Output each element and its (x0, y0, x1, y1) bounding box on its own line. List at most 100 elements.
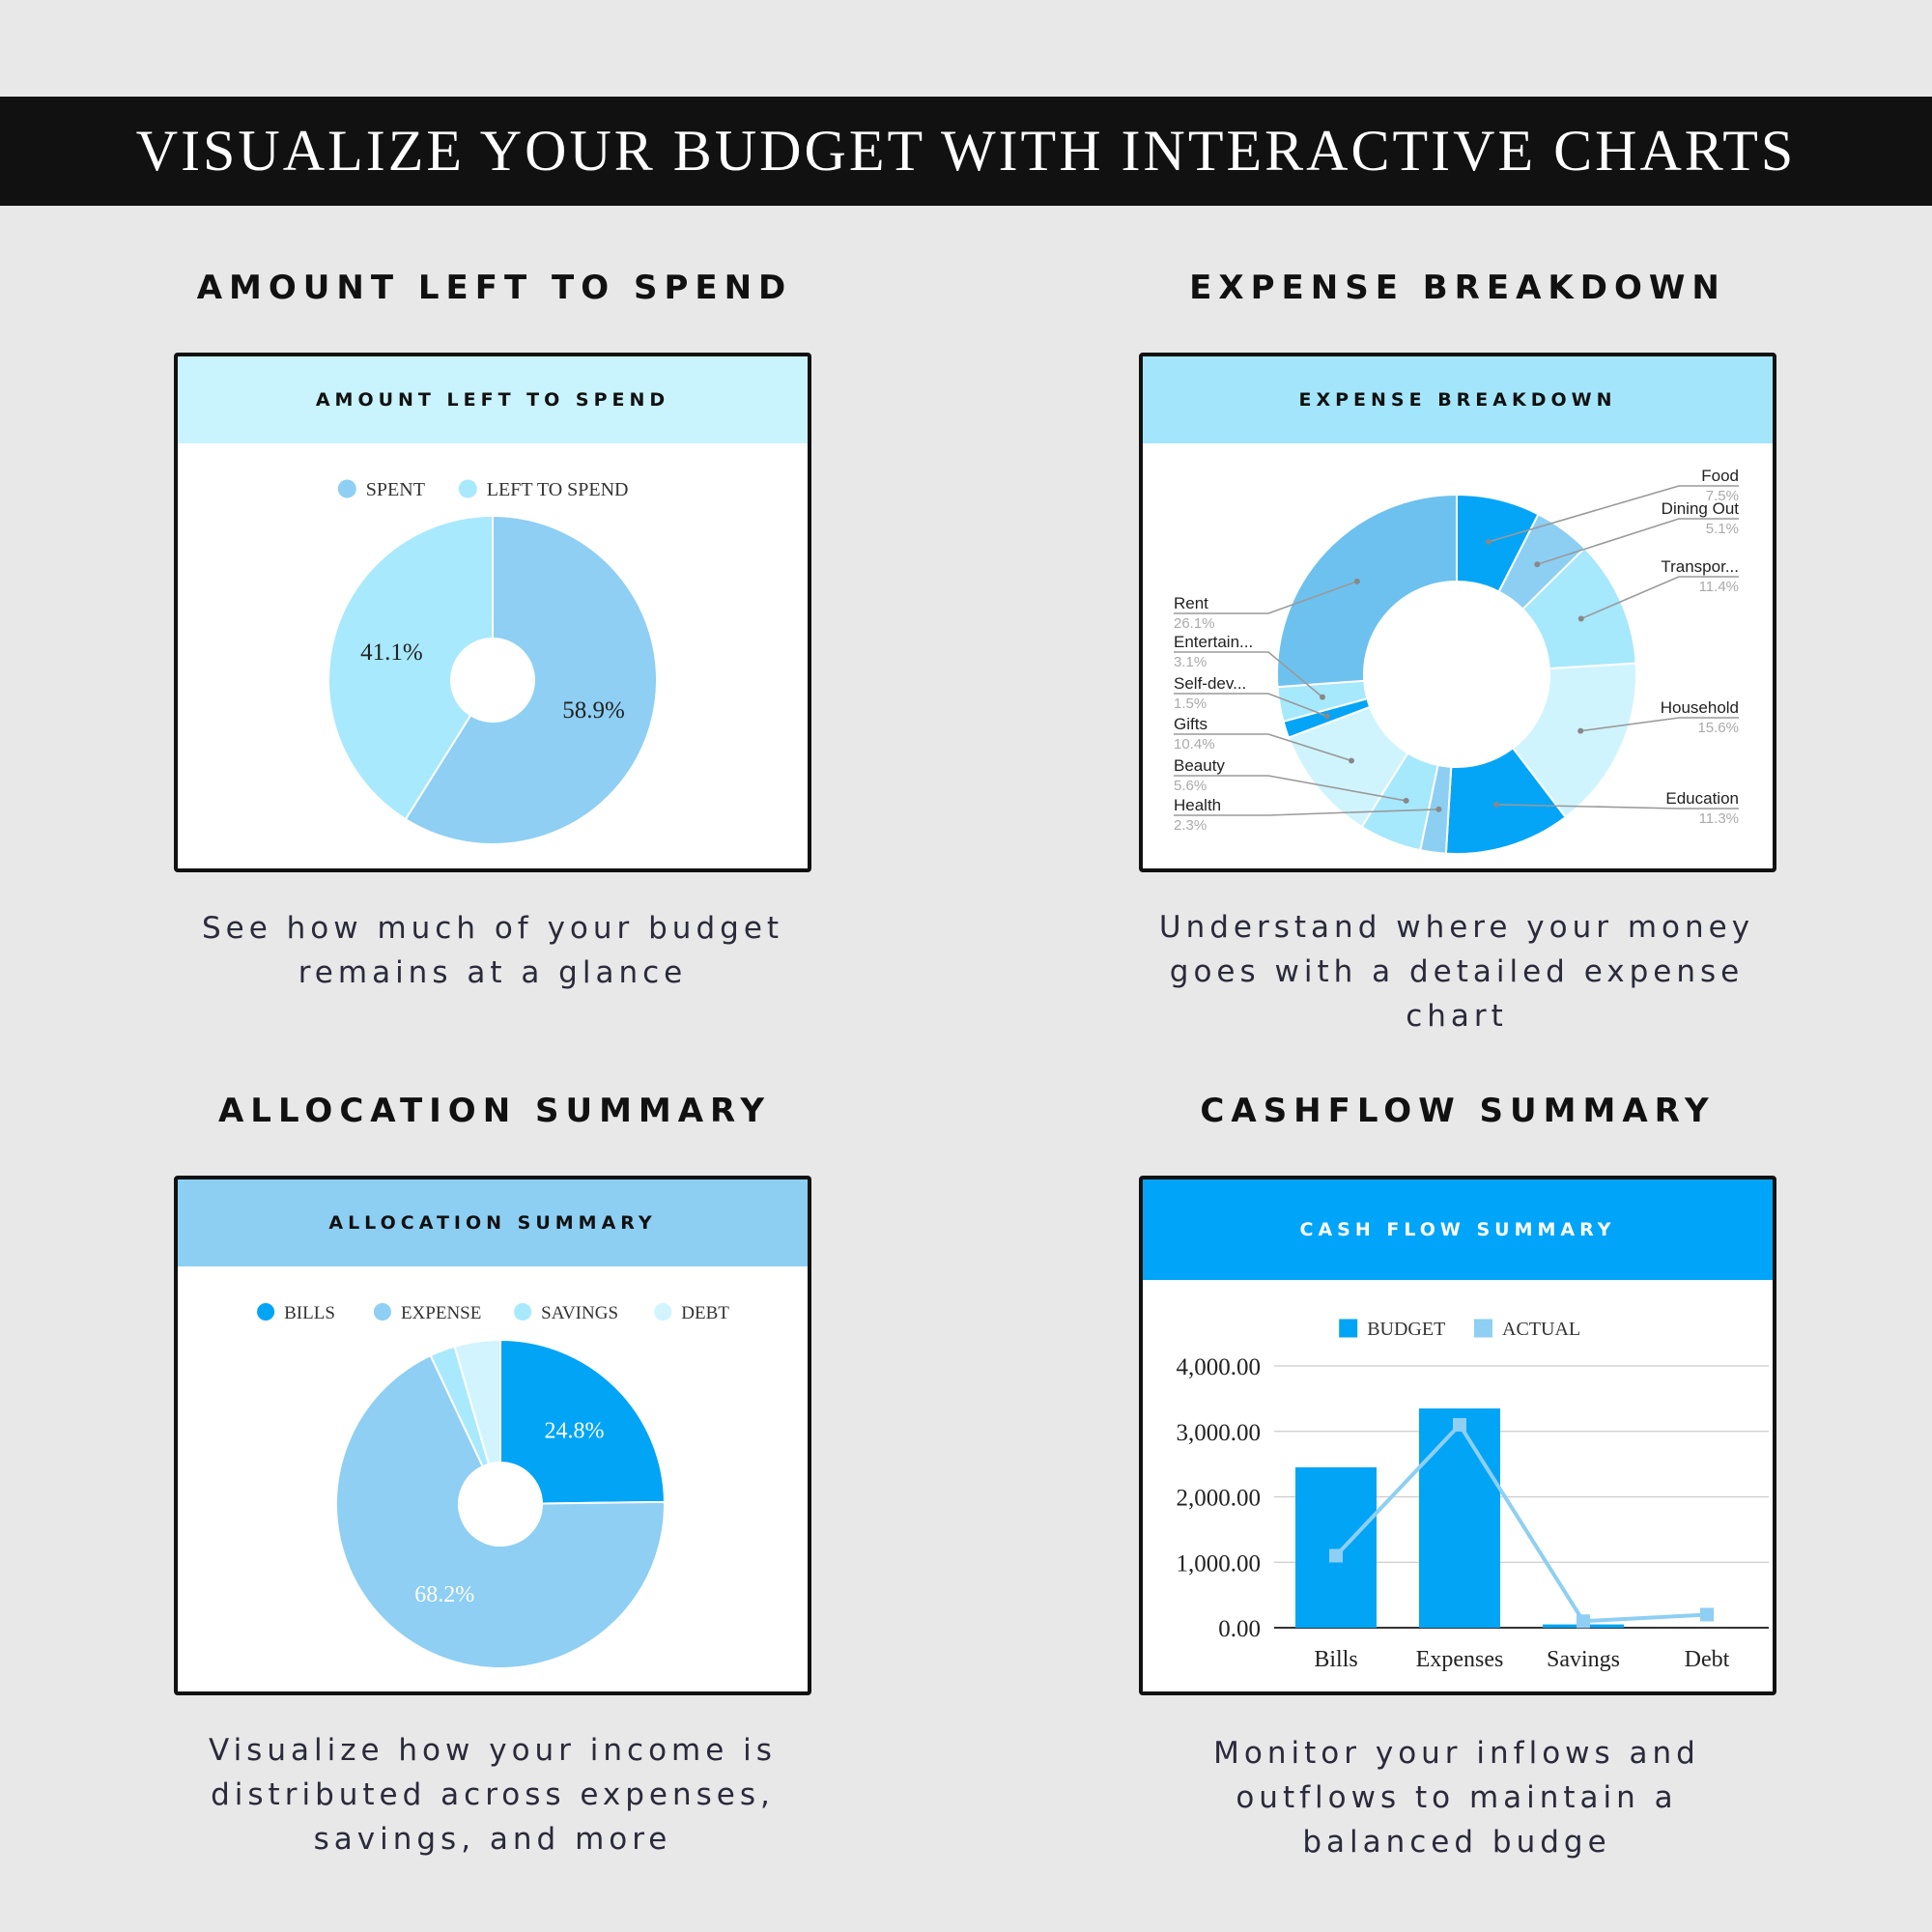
exp-value-dining-out: 5.1% (1706, 521, 1739, 537)
exp-leader-self-dev (1174, 693, 1328, 718)
cash-legend-marker-budget (1339, 1319, 1358, 1338)
cash-ytick-3: 1,000.00 (1177, 1550, 1262, 1577)
lts-slice-spent (404, 514, 658, 845)
cash-xtick-bills: Bills (1314, 1647, 1357, 1672)
caption-expense-line1: Understand where your money (1158, 910, 1755, 945)
chart-expense[interactable]: Food 7.5%Dining Out 5.1% Transpor... 11.4% Ho… (1143, 356, 1773, 868)
exp-value-self-dev: 1.5% (1174, 696, 1207, 712)
cash-actual-point-debt (1700, 1607, 1714, 1622)
chart-allocation[interactable]: BILLS EXPENSE SAVINGS DEBT 24.8% 68.2% (178, 1179, 808, 1691)
alloc-slice-bills (499, 1338, 667, 1505)
exp-leader-dot-health (1435, 806, 1442, 812)
alloc-slice-debt (453, 1338, 501, 1465)
caption-left-to-spend: See how much of your budget remains at a… (126, 906, 860, 995)
card-cashflow[interactable]: CASH FLOW SUMMARY BUDGET ACTUAL 4,000.00 3,… (1139, 1176, 1776, 1695)
alloc-legend-marker-bills (257, 1302, 275, 1321)
alloc-slice-expense (335, 1353, 666, 1669)
cash-actual-point-expenses (1453, 1417, 1466, 1432)
exp-value-transpor: 11.4% (1699, 579, 1739, 595)
exp-leader-household (1580, 717, 1739, 732)
caption-cashflow-line1: Monitor your inflows and (1213, 1736, 1700, 1771)
cash-actual-line (1334, 1421, 1708, 1624)
alloc-label-expense: 68.2% (414, 1582, 474, 1607)
alloc-legend-label-debt: DEBT (681, 1303, 729, 1323)
exp-label-education: Education (1665, 789, 1739, 808)
exp-slice-household (1511, 662, 1637, 819)
exp-leader-education (1496, 804, 1739, 810)
cash-legend-label-actual: ACTUAL (1502, 1319, 1580, 1340)
card-title-allocation: ALLOCATION SUMMARY (178, 1179, 808, 1266)
exp-leader-gifts (1174, 733, 1352, 762)
exp-value-food: 7.5% (1706, 488, 1739, 504)
lts-legend-marker-spent (337, 479, 356, 498)
exp-leader-dot-gifts (1348, 757, 1354, 764)
heading-expense: EXPENSE BREAKDOWN (1189, 269, 1726, 307)
exp-value-education: 11.3% (1699, 810, 1739, 827)
cash-bar-bills (1295, 1467, 1377, 1628)
lts-slice-left-to-spend (327, 514, 494, 821)
exp-leader-dot-food (1485, 538, 1492, 545)
exp-label-gifts: Gifts (1174, 715, 1208, 733)
alloc-legend-marker-expense (373, 1302, 391, 1321)
exp-leader-dot-education (1493, 801, 1500, 808)
exp-leader-food (1488, 485, 1739, 543)
exp-value-gifts: 10.4% (1174, 736, 1215, 753)
cash-xtick-savings: Savings (1547, 1647, 1620, 1672)
exp-label-beauty: Beauty (1174, 756, 1225, 775)
alloc-legend-marker-savings (514, 1302, 532, 1321)
exp-value-household: 15.6% (1697, 720, 1739, 736)
caption-expense-line2: goes with a detailed expense (1169, 954, 1745, 989)
exp-label-self-dev: Self-dev... (1174, 674, 1246, 693)
exp-leader-dining-out (1537, 518, 1739, 566)
lts-legend-label-left-to-spend: LEFT TO SPEND (487, 479, 629, 500)
exp-label-household: Household (1661, 698, 1739, 717)
exp-leader-dot-rent (1353, 578, 1360, 584)
exp-leader-dot-self-dev (1323, 713, 1330, 720)
caption-allocation-line2: distributed across expenses, (211, 1777, 775, 1812)
cash-ytick-1: 3,000.00 (1177, 1420, 1262, 1446)
caption-cashflow: Monitor your inflows and outflows to mai… (1090, 1731, 1824, 1864)
exp-leader-entertain (1174, 651, 1323, 698)
lts-legend-label-spent: SPENT (366, 479, 425, 500)
caption-allocation-line3: savings, and more (313, 1822, 672, 1857)
card-title-expense: EXPENSE BREAKDOWN (1143, 356, 1773, 443)
page-banner: VISUALIZE YOUR BUDGET WITH INTERACTIVE C… (0, 97, 1932, 206)
cash-legend-marker-actual (1474, 1319, 1492, 1338)
cash-bar-expenses (1419, 1408, 1500, 1628)
caption-left-to-spend-line1: See how much of your budget (201, 911, 784, 946)
exp-value-health: 2.3% (1174, 817, 1207, 834)
cash-ytick-0: 4,000.00 (1177, 1354, 1262, 1380)
caption-left-to-spend-line2: remains at a glance (298, 955, 688, 990)
exp-value-beauty: 5.6% (1174, 778, 1207, 794)
heading-left-to-spend: AMOUNT LEFT TO SPEND (196, 269, 793, 307)
exp-value-entertain: 3.1% (1174, 654, 1207, 670)
lts-label-spent: 58.9% (562, 697, 625, 724)
heading-cashflow: CASHFLOW SUMMARY (1200, 1092, 1716, 1130)
chart-left-to-spend[interactable]: SPENT LEFT TO SPEND 58.9% 41.1% (178, 356, 808, 868)
exp-label-dining-out: Dining Out (1662, 499, 1740, 518)
cash-legend-label-budget: BUDGET (1367, 1319, 1445, 1340)
alloc-legend-label-savings: SAVINGS (541, 1303, 618, 1323)
card-allocation[interactable]: ALLOCATION SUMMARY BILLS EXPENSE SAVINGS DE… (174, 1176, 811, 1695)
card-expense[interactable]: EXPENSE BREAKDOWN Food 7.5% Dining Out 5.1%… (1139, 353, 1776, 872)
cash-ytick-4: 0.00 (1218, 1616, 1261, 1642)
banner-title: VISUALIZE YOUR BUDGET WITH INTERACTIVE C… (135, 119, 1797, 183)
chart-cashflow[interactable]: BUDGET ACTUAL 4,000.00 3,000.00 2,000.00 1,00… (1143, 1179, 1773, 1691)
exp-leader-beauty (1174, 775, 1406, 802)
exp-leader-dot-transpor (1577, 615, 1584, 622)
exp-label-health: Health (1174, 796, 1221, 814)
alloc-legend-label-bills: BILLS (284, 1303, 335, 1323)
exp-leader-rent (1174, 581, 1358, 614)
exp-value-rent: 26.1% (1174, 615, 1215, 632)
lts-legend-marker-left-to-spend (458, 479, 477, 498)
cash-ytick-2: 2,000.00 (1177, 1486, 1262, 1512)
exp-label-rent: Rent (1174, 594, 1208, 612)
exp-leader-dot-beauty (1403, 797, 1409, 804)
card-title-left-to-spend: AMOUNT LEFT TO SPEND (178, 356, 808, 443)
exp-slice-rent (1276, 493, 1458, 689)
caption-expense: Understand where your money goes with a … (1090, 905, 1824, 1038)
exp-leader-dot-dining-out (1534, 561, 1541, 568)
exp-leader-dot-household (1577, 727, 1584, 734)
card-left-to-spend[interactable]: AMOUNT LEFT TO SPEND SPENT LEFT TO SPEND 5… (174, 353, 811, 872)
exp-leader-dot-entertain (1319, 694, 1325, 700)
